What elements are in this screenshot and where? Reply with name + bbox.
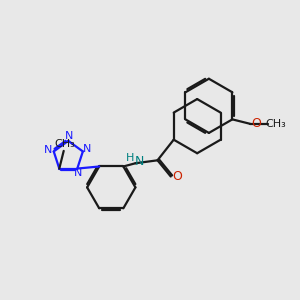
Text: CH₃: CH₃ bbox=[266, 119, 286, 129]
Text: CH₃: CH₃ bbox=[54, 140, 75, 149]
Text: N: N bbox=[134, 155, 144, 168]
Text: H: H bbox=[126, 153, 134, 163]
Text: N: N bbox=[44, 145, 52, 155]
Text: O: O bbox=[172, 170, 182, 183]
Text: N: N bbox=[64, 130, 73, 141]
Text: N: N bbox=[74, 168, 82, 178]
Text: O: O bbox=[251, 117, 261, 130]
Text: N: N bbox=[83, 144, 91, 154]
